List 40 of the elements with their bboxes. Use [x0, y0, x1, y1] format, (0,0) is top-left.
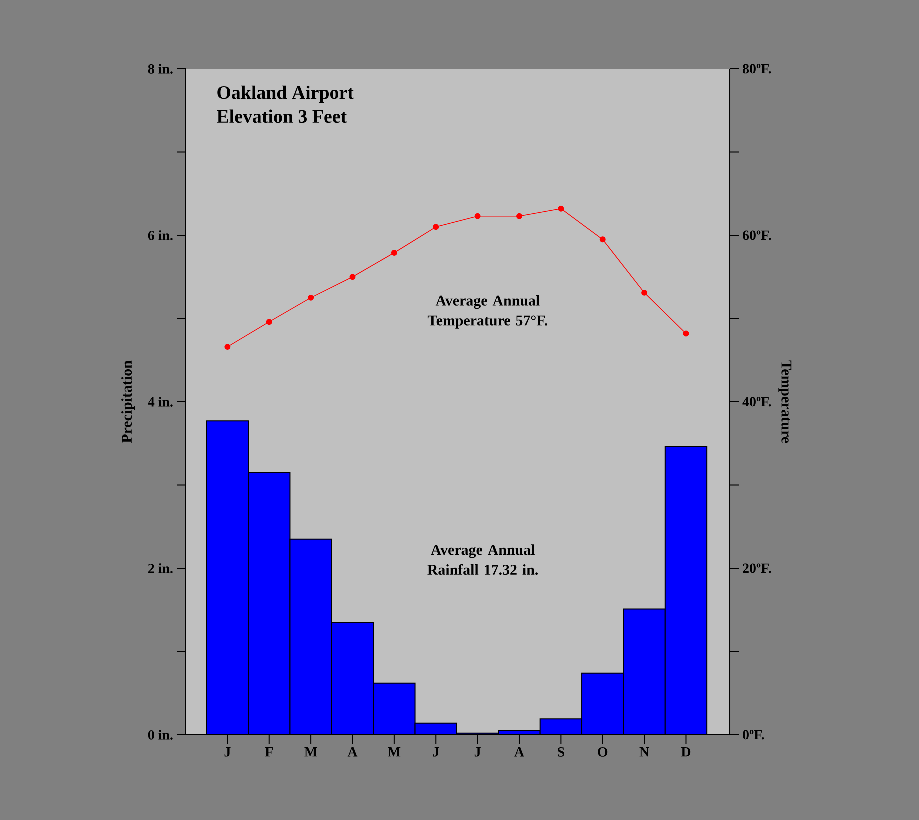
x-tick-label: M — [388, 748, 401, 757]
y2-tick-label: 80ºF. — [742, 64, 772, 74]
annotation: Average Annual Temperature 57°F. — [428, 295, 548, 329]
x-tick-label: F — [265, 748, 273, 757]
annotation: Average Annual Rainfall 17.32 in. — [428, 544, 538, 576]
point — [558, 206, 564, 212]
y2-axis-title: Temperature — [778, 360, 792, 444]
x-tick-label: D — [681, 748, 691, 757]
point — [391, 250, 398, 256]
y2-tick-label: 60ºF. — [743, 230, 772, 240]
x-tick-label: O — [598, 748, 608, 757]
y-tick-label: 0 in. — [148, 730, 173, 740]
y2-tick-label: 20ºF. — [743, 564, 772, 574]
y-tick-label: 8 in. — [148, 64, 173, 74]
x-tick-label: J — [224, 748, 231, 757]
y2-tick-label: 40ºF. — [742, 397, 772, 407]
point — [266, 319, 272, 326]
y-tick-label: 4 in. — [148, 397, 173, 407]
x-tick-label: N — [640, 748, 650, 757]
x-tick-label: S — [558, 748, 564, 757]
point — [224, 344, 231, 350]
point — [683, 330, 690, 337]
y2-tick-label: 0ºF. — [743, 730, 764, 740]
y-tick-label: 6 in. — [148, 230, 173, 240]
x-tick-label: A — [348, 748, 358, 757]
point — [642, 290, 648, 296]
point — [516, 213, 522, 220]
y-tick-label: 2 in. — [148, 564, 173, 574]
x-tick-label: J — [433, 748, 440, 757]
point — [350, 274, 356, 280]
x-tick-label: J — [474, 748, 481, 757]
x-tick-label: M — [304, 748, 318, 757]
x-tick-label: A — [514, 748, 524, 757]
point — [433, 224, 440, 230]
y-axis-title: Precipitation — [122, 360, 136, 444]
text: Oakland Airport — [218, 86, 354, 104]
text: Elevation 3 Feet — [217, 110, 348, 124]
point — [308, 294, 314, 301]
point — [474, 213, 481, 220]
point — [600, 236, 606, 243]
